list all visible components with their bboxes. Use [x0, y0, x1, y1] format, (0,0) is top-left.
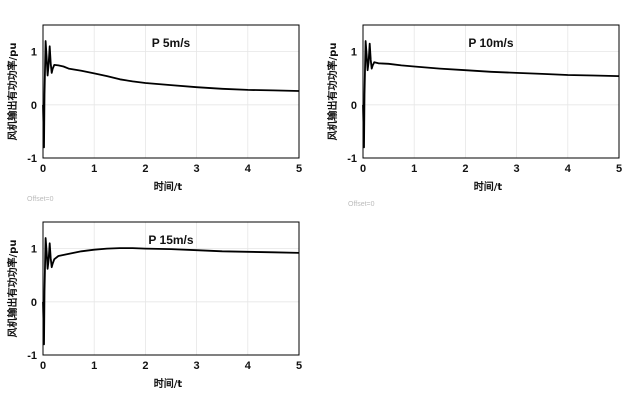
x-tick-label: 4: [245, 360, 252, 372]
y-tick-label: -1: [347, 153, 357, 165]
x-tick-label: 1: [411, 163, 417, 175]
plot-area: [43, 25, 299, 158]
power-series-line: [362, 40, 620, 149]
x-tick-label: 5: [296, 360, 302, 372]
chart-title: P 5m/s: [152, 36, 191, 50]
axes-frame: [362, 24, 620, 159]
x-tick-label: 2: [462, 163, 468, 175]
y-tick-label: 1: [31, 47, 37, 59]
x-axis-label: 时间/t: [154, 180, 183, 193]
y-tick-label: -1: [27, 350, 37, 362]
power-series-line: [42, 237, 300, 346]
x-tick-label: 1: [91, 163, 97, 175]
x-tick-label: 5: [616, 163, 622, 175]
x-tick-label: 5: [296, 163, 302, 175]
y-tick-label: 1: [31, 244, 37, 256]
x-tick-label: 3: [514, 163, 520, 175]
x-axis-label: 时间/t: [474, 180, 503, 193]
y-tick-label: 0: [31, 297, 37, 309]
y-axis-label: 风机输出有功功率/pu: [6, 43, 19, 141]
x-tick-label: 0: [40, 360, 46, 372]
chart-title: P 10m/s: [468, 36, 513, 50]
offset-annotation: Offset=0: [348, 201, 375, 208]
y-tick-label: 1: [351, 47, 357, 59]
x-tick-label: 3: [194, 360, 200, 372]
offset-annotation: Offset=0: [27, 196, 54, 203]
x-tick-label: 2: [142, 360, 148, 372]
power-series-line: [42, 40, 300, 149]
axes-frame: [42, 221, 300, 356]
y-tick-label: 0: [31, 100, 37, 112]
y-tick-label: 0: [351, 100, 357, 112]
plot-area: [43, 222, 299, 355]
x-tick-label: 3: [194, 163, 200, 175]
axes-frame: [42, 24, 300, 159]
plot-area: [363, 25, 619, 158]
x-tick-label: 1: [91, 360, 97, 372]
y-tick-label: -1: [27, 153, 37, 165]
x-tick-label: 0: [40, 163, 46, 175]
x-tick-label: 4: [245, 163, 252, 175]
y-axis-label: 风机输出有功功率/pu: [6, 240, 19, 338]
x-axis-label: 时间/t: [154, 377, 183, 390]
chart-title: P 15m/s: [148, 233, 193, 247]
x-tick-label: 4: [565, 163, 572, 175]
x-tick-label: 0: [360, 163, 366, 175]
x-tick-label: 2: [142, 163, 148, 175]
y-axis-label: 风机输出有功功率/pu: [326, 43, 339, 141]
